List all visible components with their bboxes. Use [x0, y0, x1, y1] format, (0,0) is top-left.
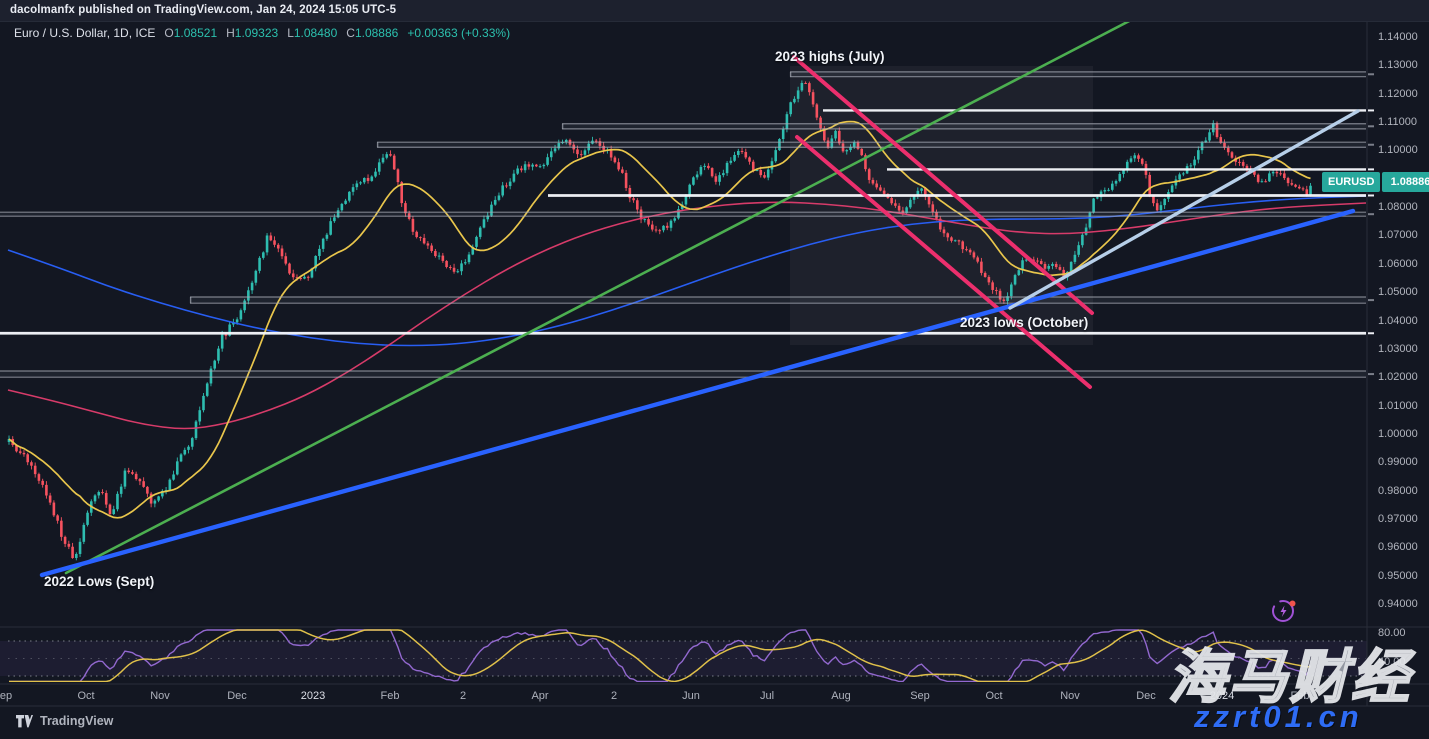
chart-legend[interactable]: Euro / U.S. Dollar, 1D, ICE O1.08521 H1.…	[14, 26, 510, 40]
price-axis-label: 1.06000	[1378, 257, 1418, 270]
time-axis-label: Dec	[227, 690, 247, 702]
price-axis-label: 1.00000	[1378, 427, 1418, 440]
time-axis-label: Jul	[759, 690, 775, 702]
price-axis-label: 1.14000	[1378, 31, 1418, 43]
rsi-axis-label: 80.00	[1378, 627, 1406, 639]
time-axis-label: Feb	[1290, 690, 1310, 702]
time-axis-label: Sep	[910, 690, 930, 702]
time-axis-label: Jun	[682, 690, 700, 702]
publisher-bar: dacolmanfx published on TradingView.com,…	[0, 0, 1429, 22]
price-axis-label: 0.95000	[1378, 569, 1418, 582]
change-value: +0.00363 (+0.33%)	[407, 26, 511, 40]
annotation-2023-highs[interactable]: 2023 highs (July)	[775, 49, 885, 64]
tradingview-logo-icon	[16, 714, 33, 727]
annotation-2023-lows[interactable]: 2023 lows (October)	[960, 315, 1089, 330]
time-axis-label: Oct	[985, 690, 1003, 702]
price-axis-label: 0.97000	[1378, 512, 1418, 525]
lightning-circle-icon	[1272, 600, 1296, 622]
time-axis-label: Aug	[831, 690, 851, 702]
last-price-badge[interactable]: EURUSD 1.08886	[1322, 172, 1429, 192]
price-axis-label: 1.03000	[1378, 342, 1418, 355]
time-axis-label: Nov	[150, 690, 170, 702]
price-axis-label: 1.13000	[1378, 59, 1418, 72]
time-axis-label: 2024	[1209, 690, 1235, 702]
publisher-line: dacolmanfx published on TradingView.com,…	[10, 4, 397, 16]
symbol-title: Euro / U.S. Dollar, 1D, ICE	[14, 26, 156, 40]
price-axis-label: 1.01000	[1378, 399, 1418, 412]
badge-price: 1.08886	[1382, 172, 1429, 192]
time-axis-label: 2023	[300, 690, 326, 702]
price-axis-label: 0.94000	[1378, 598, 1418, 610]
ohlc-open: O1.08521	[164, 26, 218, 40]
time-axis-label: Nov	[1060, 690, 1080, 702]
time-axis-label: Oct	[77, 690, 95, 702]
time-axis-label: Dec	[1136, 690, 1156, 702]
time-axis-label: Apr	[531, 690, 549, 702]
time-axis-label: 2	[459, 690, 467, 702]
ohlc-high: H1.09323	[226, 26, 279, 40]
price-axis-label: 1.04000	[1378, 314, 1418, 327]
rsi-axis-label: 40.00	[1378, 656, 1406, 668]
time-axis-label: ep	[0, 690, 13, 702]
price-axis-label: 1.12000	[1378, 87, 1418, 100]
price-axis-label: 0.96000	[1378, 541, 1418, 554]
ohlc-close: C1.08886	[346, 26, 399, 40]
price-axis-label: 1.10000	[1378, 144, 1418, 157]
price-axis-label: 1.11000	[1378, 116, 1417, 129]
price-axis-label: 0.99000	[1378, 456, 1418, 469]
boost-streak-button[interactable]	[1269, 596, 1299, 631]
time-axis-label: Feb	[380, 690, 400, 702]
tradingview-logo[interactable]: TradingView	[16, 714, 113, 728]
price-axis-label: 1.02000	[1378, 371, 1418, 384]
annotation-2022-lows[interactable]: 2022 Lows (Sept)	[44, 574, 155, 589]
price-axis-label: 1.07000	[1378, 229, 1418, 242]
time-axis-label: 2	[610, 690, 618, 702]
price-axis-label: 1.05000	[1378, 286, 1418, 299]
price-axis-label: 0.98000	[1378, 484, 1418, 497]
tradingview-logo-text: TradingView	[40, 714, 114, 728]
price-axis-label: 1.08000	[1378, 201, 1418, 214]
badge-symbol: EURUSD	[1322, 172, 1381, 192]
ohlc-low: L1.08480	[287, 26, 338, 40]
